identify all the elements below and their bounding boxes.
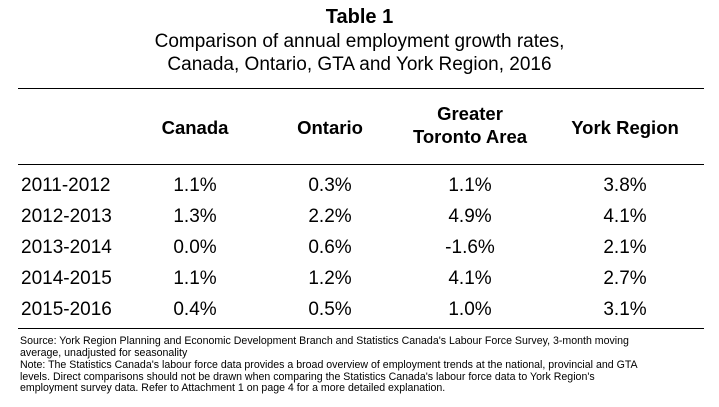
cell-york-region: 2.1%	[603, 237, 647, 258]
header-york-region: York Region	[571, 117, 679, 138]
table-title: Table 1	[325, 6, 394, 28]
cell-canada: 0.0%	[173, 237, 217, 258]
header-gta: Greater Toronto Area	[385, 102, 555, 148]
header-gta-line1: Greater	[437, 103, 503, 124]
cell-york-region: 3.8%	[603, 175, 647, 196]
cell-gta: 4.1%	[448, 268, 492, 289]
header-gta-line2: Toronto Area	[412, 126, 528, 147]
source-line2: average, unadjusted for seasonality	[20, 346, 188, 359]
cell-canada: 0.4%	[173, 299, 217, 320]
note-line1: Note: The Statistics Canada's labour for…	[20, 359, 638, 371]
table-bottom-rule	[18, 328, 704, 329]
row-year: 2015-2016	[21, 299, 112, 320]
source-note: Source: York Region Planning and Economi…	[20, 335, 710, 359]
header-divider-rule	[18, 164, 704, 165]
cell-gta: -1.6%	[445, 237, 495, 258]
row-year: 2014-2015	[21, 268, 112, 289]
cell-gta: 1.0%	[448, 299, 492, 320]
cell-canada: 1.1%	[173, 175, 217, 196]
row-year: 2012-2013	[21, 206, 112, 227]
table-subtitle-line2: Canada, Ontario, GTA and York Region, 20…	[167, 54, 552, 75]
cell-ontario: 0.6%	[308, 237, 352, 258]
header-canada: Canada	[161, 117, 229, 138]
table-subtitle-line1: Comparison of annual employment growth r…	[154, 31, 565, 52]
cell-ontario: 0.3%	[308, 175, 352, 196]
table-row: 2012-2013 1.3% 2.2% 4.9% 4.1%	[0, 203, 719, 231]
table-row: 2013-2014 0.0% 0.6% -1.6% 2.1%	[0, 234, 719, 262]
table-row: 2015-2016 0.4% 0.5% 1.0% 3.1%	[0, 296, 719, 324]
cell-canada: 1.1%	[173, 268, 217, 289]
cell-ontario: 0.5%	[308, 299, 352, 320]
explanatory-note: Note: The Statistics Canada's labour for…	[20, 359, 710, 395]
header-ontario: Ontario	[297, 117, 363, 138]
cell-gta: 1.1%	[448, 175, 492, 196]
cell-gta: 4.9%	[448, 206, 492, 227]
cell-ontario: 2.2%	[308, 206, 352, 227]
row-year: 2013-2014	[21, 237, 112, 258]
cell-york-region: 2.7%	[603, 268, 647, 289]
row-year: 2011-2012	[21, 175, 111, 196]
cell-york-region: 4.1%	[603, 206, 647, 227]
cell-ontario: 1.2%	[308, 268, 352, 289]
table-row: 2011-2012 1.1% 0.3% 1.1% 3.8%	[0, 172, 719, 200]
cell-york-region: 3.1%	[603, 299, 647, 320]
note-line2: levels. Direct comparisons should not be…	[20, 370, 595, 383]
table-top-rule	[18, 88, 704, 89]
source-line1: Source: York Region Planning and Economi…	[20, 335, 629, 347]
cell-canada: 1.3%	[173, 206, 217, 227]
table-row: 2014-2015 1.1% 1.2% 4.1% 2.7%	[0, 265, 719, 293]
note-line3: employment survey data. Refer to Attachm…	[20, 382, 446, 394]
